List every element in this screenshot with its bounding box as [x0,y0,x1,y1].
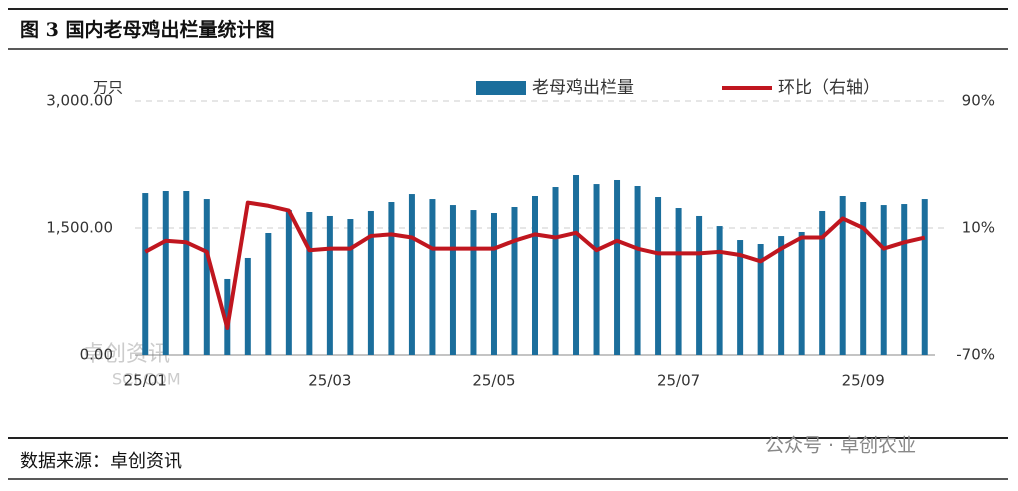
bar [860,202,867,355]
bar [901,204,908,355]
bar [880,205,887,355]
bar [655,197,662,355]
bar [408,194,415,355]
x-tick-label: 25/03 [308,372,351,390]
source: 数据来源：卓创资讯 [20,451,182,472]
logo-watermark-sub: SCI.COM [112,370,181,389]
legend-label: 老母鸡出栏量 [532,78,634,98]
bar [142,193,149,355]
y-axis-unit: 万只 [93,79,123,97]
x-tick-label: 25/07 [657,372,700,390]
bar [429,199,436,355]
x-tick-label: 25/05 [472,372,515,390]
y-tick-label: 0.00 [80,346,113,364]
bar [244,257,251,355]
legend-swatch [476,81,526,95]
chart-title: 图 3 国内老母鸡出栏量统计图 [20,18,274,41]
bar [839,195,846,355]
bar [532,195,538,355]
bar [675,208,682,355]
bar [737,240,744,355]
bar [778,236,785,355]
bar [285,210,292,355]
bar [614,179,621,355]
bar [326,215,333,355]
bar [798,231,805,355]
x-tick-label: 25/09 [842,372,885,390]
y2-tick-label: -70% [956,346,995,364]
watermark: 公众号 · 卓创农业 [765,435,916,457]
bar [162,191,169,355]
y-tick-label: 3,000.00 [46,92,113,110]
bar [265,232,272,355]
bar [552,187,559,355]
line [144,200,926,331]
x-tick-label: 25/01 [124,372,167,390]
y2-tick-label: 10% [962,219,995,237]
bar [490,213,497,355]
bar [470,210,477,355]
bar [511,207,518,355]
bar [593,184,600,355]
bar [449,205,456,355]
bar [203,199,210,355]
legend-label: 环比（右轴） [778,78,880,98]
bar [716,226,723,355]
bar [757,244,764,355]
bar [573,174,580,355]
bar [367,210,374,355]
y-tick-label: 1,500.00 [46,219,113,237]
bar [183,191,190,355]
bar [388,202,395,355]
bar [921,199,928,355]
bar [819,210,826,355]
bar [696,215,703,355]
y2-tick-label: 90% [962,92,995,110]
bar [306,211,313,355]
bar [634,186,641,355]
bar [347,219,354,355]
